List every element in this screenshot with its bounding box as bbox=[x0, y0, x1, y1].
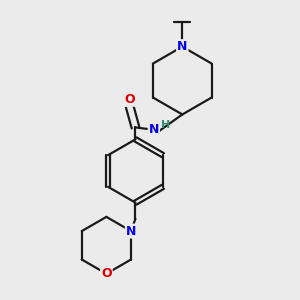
Text: O: O bbox=[124, 93, 135, 106]
Text: H: H bbox=[161, 120, 170, 130]
Text: N: N bbox=[126, 225, 136, 238]
Text: O: O bbox=[101, 267, 112, 280]
Text: N: N bbox=[177, 40, 188, 53]
Text: N: N bbox=[149, 124, 159, 136]
